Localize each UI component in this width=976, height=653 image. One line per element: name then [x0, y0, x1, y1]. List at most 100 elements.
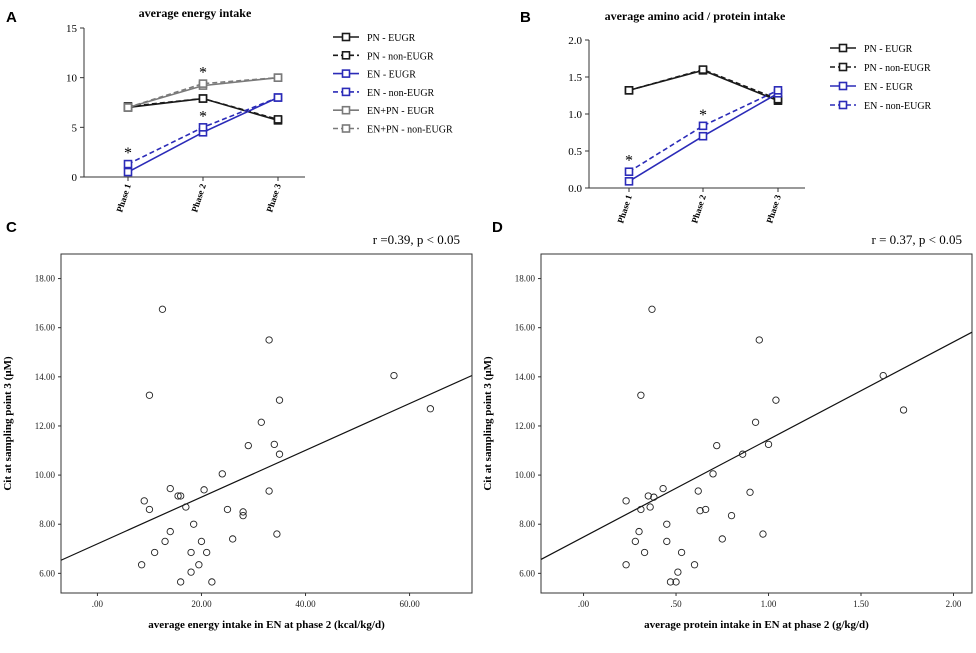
data-point	[273, 73, 283, 82]
panel-b-axes: 0.0 0.5 1.0 1.5 2.0 Phase 1 Phase 2 Phase 3	[568, 35, 805, 224]
panel-b-legend: PN - EUGR PN - non-EUGR EN - EUGR EN - non-…	[830, 43, 932, 112]
legend-label: EN+PN - non-EUGR	[367, 125, 453, 136]
x-tick-label: 40.00	[295, 599, 316, 609]
y-tick-label: 1.5	[568, 72, 582, 84]
panel-label-c: C	[6, 219, 17, 236]
scatter-point	[772, 396, 780, 404]
y-axis-title: Cit at sampling point 3 (μM)	[2, 356, 14, 491]
panel-a-series: * * *	[123, 65, 283, 177]
scatter-point	[659, 484, 667, 493]
scatter-point	[174, 492, 182, 500]
scatter-point	[622, 497, 630, 505]
scatter-point	[646, 503, 654, 511]
legend-label: EN - non-EUGR	[367, 88, 435, 99]
y-tick-label: 16.00	[515, 323, 536, 333]
y-tick-label: 5	[72, 122, 78, 134]
legend-marker	[341, 124, 351, 133]
data-point	[698, 121, 708, 131]
scatter-point	[631, 537, 639, 546]
y-tick-label: 1.0	[568, 109, 582, 121]
legend-marker	[341, 87, 351, 97]
data-point	[198, 123, 208, 132]
scatter-point	[145, 391, 154, 399]
panel-b: B average amino acid / protein intake 0.…	[520, 9, 932, 224]
panel-c-plot: 6.00 8.00 10.00 12.00 14.00 16.00 18.00 .00 20.0…	[2, 253, 473, 631]
y-tick-label: 10	[66, 73, 78, 85]
y-tick-label: 0.5	[568, 146, 582, 158]
scatter-point	[899, 406, 908, 414]
scatter-point	[677, 548, 686, 557]
scatter-point	[244, 441, 252, 450]
data-point	[624, 167, 634, 177]
y-tick-label: 18.00	[35, 274, 56, 284]
scatter-point	[239, 511, 247, 520]
y-tick-label: 0.0	[568, 183, 582, 195]
legend-marker	[838, 81, 848, 91]
scatter-point	[648, 305, 656, 313]
scatter-point	[190, 520, 198, 528]
data-point	[273, 115, 283, 124]
scatter-point	[674, 568, 682, 576]
scatter-point	[166, 484, 174, 493]
series-line	[628, 69, 779, 102]
scatter-point	[177, 578, 185, 586]
legend-marker	[341, 50, 351, 60]
plot-frame	[60, 253, 473, 594]
data-point	[698, 65, 708, 74]
regression-line	[60, 374, 473, 561]
scatter-point	[764, 440, 773, 449]
scatter-point	[265, 487, 273, 495]
scatter-point	[690, 561, 699, 569]
scatter-point	[701, 505, 710, 514]
panel-label-b: B	[520, 9, 531, 26]
scatter-point	[273, 530, 281, 538]
scatter-point	[751, 418, 760, 426]
y-tick-label: 10.00	[515, 470, 536, 480]
scatter-point	[187, 568, 195, 576]
significance-asterisk: *	[699, 107, 707, 124]
legend-marker	[341, 69, 351, 78]
legend-label: PN - non-EUGR	[367, 51, 434, 62]
scatter-point	[672, 578, 680, 586]
y-tick-label: 0	[72, 172, 78, 184]
scatter-point	[426, 405, 435, 413]
plot-frame	[540, 253, 973, 594]
x-axis-title: average protein intake in EN at phase 2 …	[644, 619, 869, 631]
scatter-point	[275, 396, 284, 404]
series-line	[628, 89, 779, 173]
y-tick-label: 2.0	[568, 35, 582, 47]
y-tick-label: 14.00	[515, 372, 536, 382]
y-tick-label: 18.00	[515, 274, 536, 284]
legend-marker	[838, 43, 848, 53]
scatter-point	[390, 371, 398, 380]
panel-label-a: A	[6, 9, 17, 26]
scatter-point	[622, 561, 630, 569]
data-point	[624, 86, 634, 95]
scatter-point	[182, 503, 190, 511]
data-point	[624, 177, 634, 186]
scatter-point	[755, 336, 763, 344]
x-tick-label: 60.00	[399, 599, 420, 609]
y-tick-label: 12.00	[515, 421, 536, 431]
scatter-point	[270, 440, 278, 449]
scatter-point	[713, 441, 721, 450]
x-tick-label: Phase 3	[764, 193, 783, 224]
panel-d-plot: 6.00 8.00 10.00 12.00 14.00 16.00 18.00 .00 .50 1…	[482, 253, 973, 631]
x-tick-label: .00	[578, 599, 590, 609]
scatter-point	[265, 336, 273, 344]
data-point	[198, 79, 208, 88]
scatter-point	[644, 492, 652, 500]
panel-a-legend: PN - EUGR PN - non-EUGR EN - EUGR EN - non-…	[333, 32, 453, 136]
data-point	[773, 86, 783, 95]
data-point	[123, 167, 133, 177]
significance-asterisk: *	[199, 65, 207, 82]
series-line	[127, 76, 279, 109]
scatter-point	[275, 450, 284, 458]
data-point	[698, 131, 708, 141]
scatter-point	[663, 537, 671, 546]
x-tick-label: 2.00	[946, 599, 962, 609]
y-tick-label: 14.00	[35, 372, 56, 382]
panel-c-stat: r =0.39, p < 0.05	[373, 232, 460, 247]
x-tick-label: 1.50	[853, 599, 869, 609]
scatter-point	[663, 520, 671, 528]
